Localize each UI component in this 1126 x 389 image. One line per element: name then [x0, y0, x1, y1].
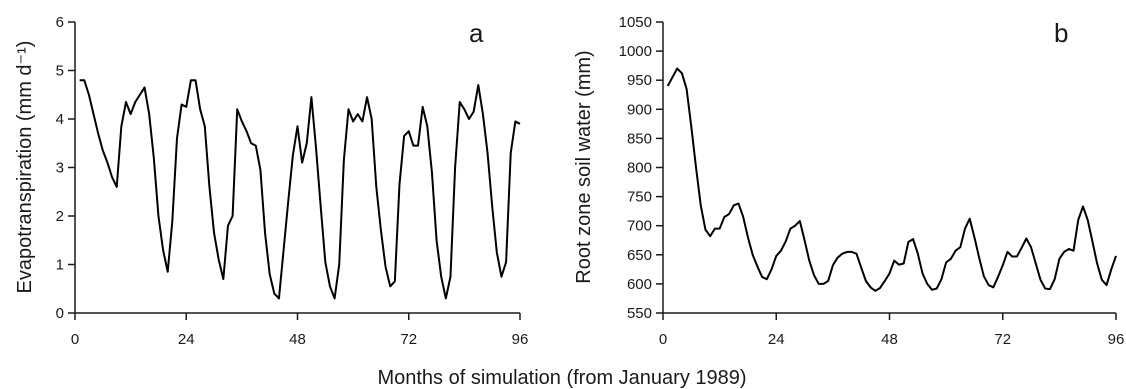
x-tick-label: 24 — [768, 331, 785, 348]
y-ticks: 0 1 2 3 4 5 6 — [56, 14, 75, 322]
panel-label: b — [1054, 18, 1068, 48]
y-tick-label: 1050 — [619, 14, 652, 31]
y-tick-label: 4 — [56, 111, 64, 128]
y-tick-label: 1 — [56, 257, 64, 274]
y-tick-label: 0 — [56, 305, 64, 322]
y-tick-label: 550 — [627, 305, 652, 322]
y-axis-title: Root zone soil water (mm) — [573, 50, 595, 283]
x-tick-label: 48 — [881, 331, 898, 348]
y-tick-label: 650 — [627, 247, 652, 264]
x-tick-label: 0 — [71, 331, 79, 348]
x-ticks: 0 24 48 72 96 — [71, 313, 529, 348]
x-tick-label: 48 — [289, 331, 306, 348]
y-tick-label: 950 — [627, 72, 652, 89]
y-tick-label: 800 — [627, 160, 652, 177]
y-tick-label: 6 — [56, 14, 64, 31]
chart-panel-soil-water: 550 600 650 700 750 800 850 900 950 1000 1050 0 24 4… — [573, 14, 1124, 348]
x-tick-label: 96 — [1108, 331, 1125, 348]
y-tick-label: 2 — [56, 208, 64, 225]
y-tick-label: 750 — [627, 189, 652, 206]
y-tick-label: 1000 — [619, 43, 652, 60]
x-ticks: 0 24 48 72 96 — [659, 313, 1125, 348]
y-tick-label: 700 — [627, 218, 652, 235]
y-ticks: 550 600 650 700 750 800 850 900 950 1000 1050 — [619, 14, 663, 322]
x-tick-label: 24 — [178, 331, 195, 348]
x-tick-label: 0 — [659, 331, 667, 348]
x-tick-label: 96 — [512, 331, 529, 348]
y-axis-title: Evapotranspiration (mm d⁻¹) — [14, 41, 36, 294]
y-tick-label: 850 — [627, 130, 652, 147]
panel-label: a — [469, 18, 484, 48]
y-tick-label: 5 — [56, 63, 64, 80]
series-line — [666, 67, 1117, 292]
series-line — [79, 79, 521, 300]
y-tick-label: 3 — [56, 160, 64, 177]
y-tick-label: 900 — [627, 101, 652, 118]
x-tick-label: 72 — [994, 331, 1011, 348]
x-tick-label: 72 — [400, 331, 417, 348]
chart-panel-evapotranspiration: 0 1 2 3 4 5 6 0 24 48 72 96 Evapotranspiration (mm… — [14, 14, 528, 348]
shared-x-axis-title: Months of simulation (from January 1989) — [377, 367, 746, 389]
y-tick-label: 600 — [627, 276, 652, 293]
